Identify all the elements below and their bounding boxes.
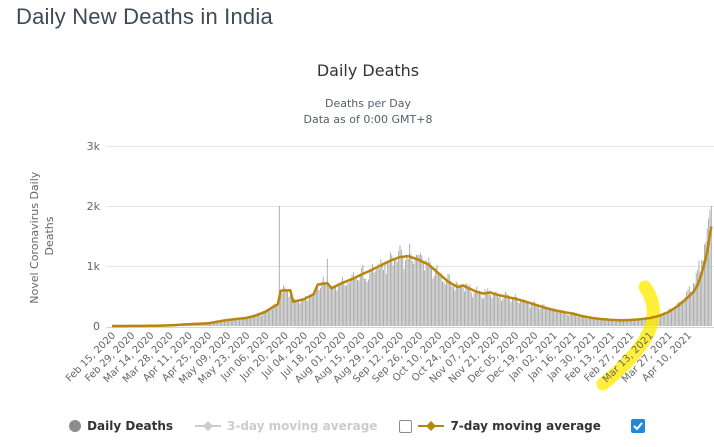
line-diamond-marker-icon <box>195 421 221 431</box>
legend-label-3-day-average: 3-day moving average <box>227 419 378 433</box>
page-title: Daily New Deaths in India <box>16 4 273 29</box>
daily-deaths-bars <box>137 205 712 326</box>
checkmark-icon <box>633 422 643 430</box>
seven-day-average-checkbox[interactable] <box>399 419 413 433</box>
svg-text:0: 0 <box>93 320 100 333</box>
chart-legend: Daily Deaths 3-day moving average 7-day … <box>0 412 714 440</box>
highlighter-annotation <box>596 280 660 391</box>
daily-deaths-marker-icon <box>69 420 82 432</box>
line-diamond-marker-icon <box>418 421 445 431</box>
legend-item-3-day-average[interactable]: 3-day moving average <box>195 419 377 433</box>
series-visible-checkbox[interactable] <box>630 419 645 433</box>
chart-subtitle-line2: Data as of 0:00 GMT+8 <box>303 113 433 126</box>
svg-text:2k: 2k <box>87 200 101 213</box>
seven-day-moving-average-line <box>112 226 713 328</box>
svg-text:1k: 1k <box>87 260 101 273</box>
legend-item-daily-deaths[interactable]: Daily Deaths <box>69 419 173 433</box>
legend-label-daily-deaths: Daily Deaths <box>87 419 173 433</box>
chart-subtitle-line1: Deaths per Day <box>325 97 411 110</box>
svg-text:3k: 3k <box>87 140 101 153</box>
y-axis-title: Novel Coronavirus Daily Deaths <box>28 168 56 304</box>
legend-item-7-day-average[interactable]: 7-day moving average <box>399 419 601 433</box>
y-axis-labels: 0 1k 2k 3k <box>87 140 101 333</box>
legend-label-7-day-average: 7-day moving average <box>450 419 601 433</box>
chart-subtitle: Deaths per Day Data as of 0:00 GMT+8 <box>0 96 714 128</box>
chart-title: Daily Deaths <box>316 61 420 80</box>
